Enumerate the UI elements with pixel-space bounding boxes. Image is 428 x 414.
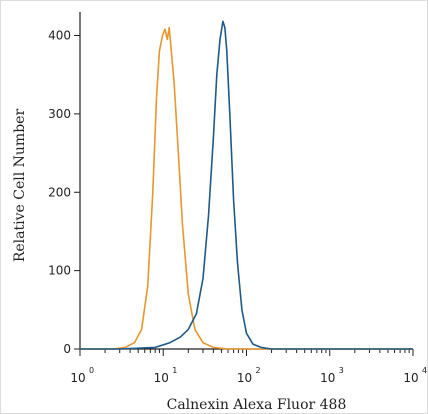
y-tick-label: 0 (63, 342, 71, 356)
axes (79, 12, 413, 350)
y-tick-label: 200 (48, 185, 71, 199)
series-line-1 (80, 26, 413, 350)
x-tick-label: 10 (70, 371, 85, 385)
x-axis-title: Calnexin Alexa Fluor 488 (167, 397, 347, 413)
series-group (80, 20, 413, 350)
x-tick-label: 10 (403, 371, 418, 385)
y-tick-label: 400 (48, 29, 71, 43)
x-tick-exponent: 3 (339, 366, 344, 375)
y-ticks: 0 100 200 300 400 (48, 29, 80, 356)
x-tick-label: 10 (320, 371, 335, 385)
x-tick-label: 10 (154, 371, 169, 385)
series-line-2 (80, 20, 413, 350)
y-tick-label: 100 (48, 264, 71, 278)
y-axis-title: Relative Cell Number (12, 109, 28, 263)
x-tick-exponent: 0 (89, 366, 94, 375)
x-tick-label: 10 (237, 371, 252, 385)
x-tick-exponent: 1 (172, 366, 177, 375)
x-tick-exponent: 4 (422, 366, 427, 375)
y-tick-label: 300 (48, 107, 71, 121)
x-tick-exponent: 2 (256, 366, 261, 375)
